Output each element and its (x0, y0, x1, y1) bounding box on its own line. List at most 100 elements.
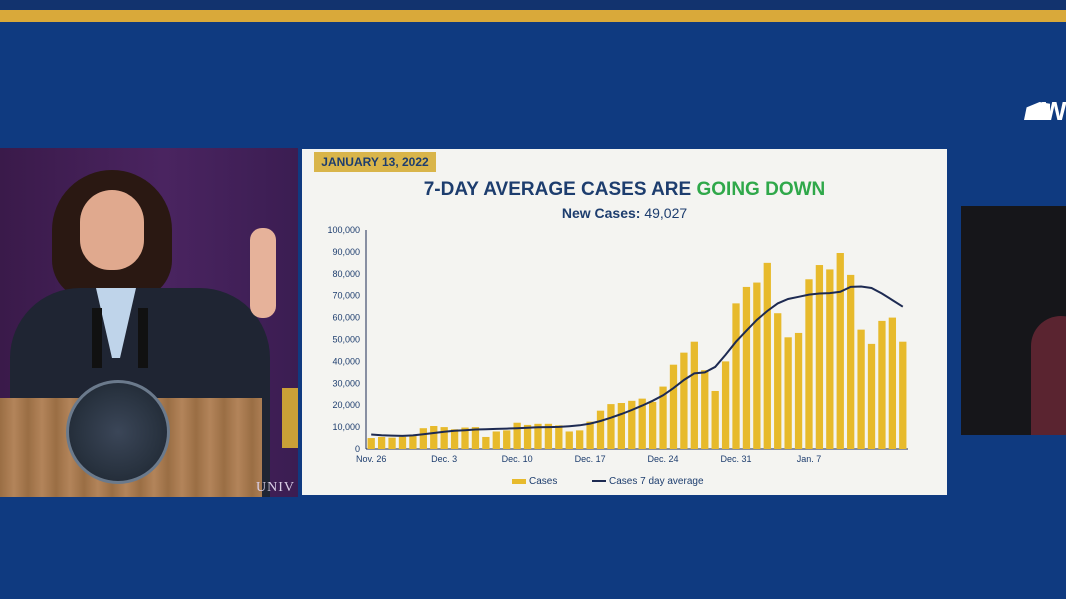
speaker-video: UNIV (0, 148, 298, 497)
chart-legend: Cases Cases 7 day average (302, 476, 947, 490)
bar (398, 436, 407, 449)
bar (388, 437, 396, 449)
bar (690, 341, 698, 449)
bar (596, 410, 605, 449)
cases-chart: 0 10,000 20,000 30,000 40,000 50,000 60,000 70,… (327, 225, 908, 464)
legend-item-cases: Cases (512, 476, 557, 487)
microphone-icon (138, 308, 148, 368)
bar (513, 422, 521, 449)
y-tick-label: 10,000 (332, 422, 360, 432)
average-line (371, 285, 904, 437)
bar (784, 337, 792, 449)
x-tick-label: Dec. 31 (721, 454, 752, 464)
bar (878, 320, 886, 449)
bar (774, 313, 782, 449)
x-tick-label: Dec. 3 (431, 454, 457, 464)
bar (753, 282, 761, 449)
slide-title: 7-DAY AVERAGE CASES ARE GOING DOWN (302, 179, 947, 201)
bar (669, 364, 678, 449)
bar (763, 262, 771, 449)
subtitle-label: New Cases: (561, 205, 641, 221)
bar (836, 252, 844, 449)
bar (628, 400, 636, 449)
speaker-face (80, 190, 144, 270)
station-logo: WE (1020, 92, 1066, 128)
bar (503, 430, 511, 449)
bar (701, 370, 709, 449)
bar (534, 423, 542, 449)
bar (659, 386, 667, 449)
bar (617, 403, 626, 449)
x-tick-label: Jan. 7 (797, 454, 822, 464)
bar (847, 274, 855, 449)
y-tick-label: 70,000 (332, 291, 360, 301)
bar (419, 428, 427, 449)
date-badge: JANUARY 13, 2022 (314, 152, 436, 172)
state-shape-icon (1024, 102, 1050, 120)
legend-bar-swatch (512, 478, 526, 484)
y-tick-label: 50,000 (332, 335, 360, 345)
bar (377, 436, 386, 449)
bar (482, 436, 490, 449)
bar (440, 427, 448, 449)
y-tick-label: 60,000 (332, 313, 360, 323)
x-tick-label: Nov. 26 (356, 454, 386, 464)
flag (282, 388, 298, 448)
bar (794, 332, 803, 449)
bar (555, 425, 563, 449)
y-tick-label: 40,000 (332, 356, 360, 366)
chart-slide: 0 10,000 20,000 30,000 40,000 50,000 60,000 70,… (302, 149, 947, 495)
interpreter-video (961, 206, 1066, 435)
top-bar (0, 0, 1066, 10)
legend-item-average: Cases 7 day average (592, 476, 704, 487)
bar (742, 286, 751, 449)
legend-line-swatch (592, 480, 606, 483)
bar (461, 427, 469, 449)
bar (409, 435, 417, 449)
bar (586, 421, 594, 449)
bar (492, 431, 500, 449)
bar (732, 303, 740, 449)
interpreter-figure (1031, 316, 1066, 435)
bar (805, 279, 813, 449)
bar (826, 269, 834, 449)
x-tick-label: Dec. 17 (575, 454, 606, 464)
state-seal (66, 380, 170, 484)
bar (680, 352, 688, 449)
legend-label-average: Cases 7 day average (609, 476, 704, 487)
y-tick-label: 0 (355, 444, 360, 454)
y-tick-label: 100,000 (327, 225, 360, 235)
bar (450, 429, 459, 449)
subtitle-value: 49,027 (640, 205, 688, 221)
logo-text: WE (1042, 96, 1066, 126)
y-tick-label: 30,000 (332, 378, 360, 388)
gold-stripe (0, 10, 1066, 22)
bar (899, 341, 907, 449)
bar (648, 401, 657, 449)
bar (565, 431, 573, 449)
bar (523, 424, 532, 449)
speaker-hand (250, 228, 276, 318)
slide-subtitle: New Cases: 49,027 (302, 205, 947, 221)
title-main: 7-DAY AVERAGE CASES ARE (423, 179, 697, 200)
bar (711, 390, 719, 449)
bar (867, 343, 876, 449)
bar (367, 438, 375, 449)
y-tick-label: 90,000 (332, 247, 360, 257)
bar (857, 329, 865, 449)
bar (430, 426, 438, 449)
x-tick-label: Dec. 10 (502, 454, 533, 464)
bar (471, 427, 480, 449)
y-tick-label: 80,000 (332, 269, 360, 279)
bar (815, 265, 824, 449)
bar (544, 423, 553, 449)
bar (576, 430, 584, 449)
microphone-icon (92, 308, 102, 368)
bar (888, 317, 897, 449)
backdrop-university-text: UNIV (256, 480, 295, 495)
title-accent: GOING DOWN (696, 179, 826, 200)
legend-label-cases: Cases (529, 476, 558, 487)
bar (607, 404, 615, 449)
x-tick-label: Dec. 24 (648, 454, 679, 464)
bar (721, 361, 730, 449)
